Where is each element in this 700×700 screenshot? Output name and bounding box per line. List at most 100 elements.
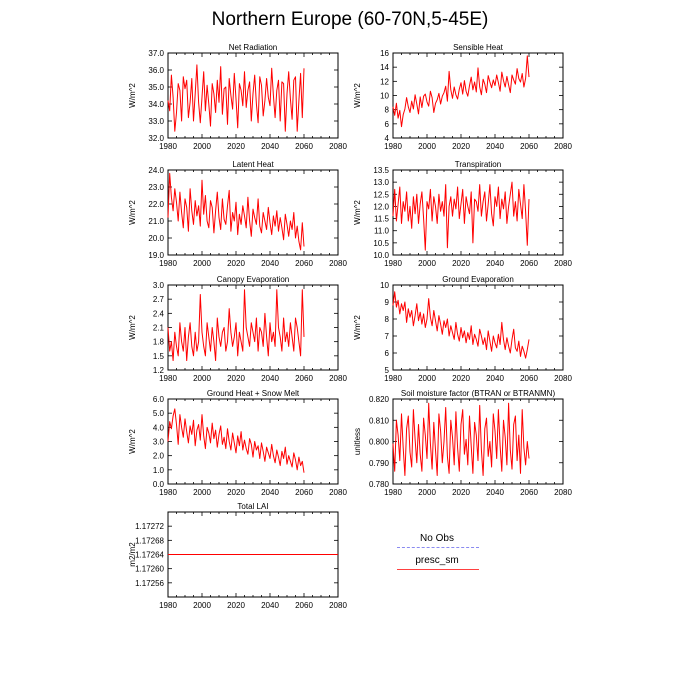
series-line (392, 55, 530, 128)
x-tick-label: 1980 (384, 374, 402, 383)
x-tick-label: 2000 (193, 488, 211, 497)
y-tick-label: 3.0 (153, 281, 165, 290)
panel-title: Canopy Evaporation (217, 275, 290, 284)
y-tick-label: 5.0 (153, 409, 165, 418)
plot-frame (167, 398, 339, 485)
y-axis-label: unitless (353, 428, 362, 455)
x-tick-label: 2000 (418, 142, 436, 151)
x-tick-label: 2020 (452, 488, 470, 497)
y-tick-label: 11.5 (374, 215, 390, 224)
x-tick-label: 2080 (554, 259, 572, 268)
x-tick-label: 2020 (227, 259, 245, 268)
x-tick-label: 2040 (486, 488, 504, 497)
chart-panel: Ground Evaporation W/m^2 1980 2000 2020 2040 2… (353, 275, 572, 383)
x-tick-label: 2060 (295, 488, 313, 497)
y-tick-label: 0.810 (369, 416, 390, 425)
plot-frame (392, 284, 564, 371)
y-tick-label: 1.17268 (135, 536, 164, 545)
y-tick-label: 6 (385, 349, 390, 358)
y-tick-label: 1.17256 (135, 579, 164, 588)
x-tick-label: 2060 (295, 142, 313, 151)
y-tick-label: 10 (380, 92, 389, 101)
y-tick-label: 19.0 (148, 251, 164, 260)
y-tick-label: 12.0 (373, 202, 389, 211)
x-tick-label: 2040 (261, 142, 279, 151)
x-tick-label: 2020 (452, 142, 470, 151)
y-axis-label: W/m^2 (128, 83, 137, 108)
y-tick-label: 10 (380, 281, 389, 290)
chart-panel: Soil moisture factor (BTRAN or BTRANMN) u… (353, 389, 572, 497)
y-tick-label: 8 (385, 315, 390, 324)
x-tick-label: 1980 (159, 601, 177, 610)
y-tick-label: 0.790 (369, 459, 390, 468)
y-tick-label: 14 (380, 63, 389, 72)
y-tick-label: 2.0 (153, 452, 165, 461)
legend-label: presc_sm (415, 555, 459, 566)
y-tick-label: 1.8 (153, 338, 165, 347)
x-tick-label: 2060 (520, 259, 538, 268)
series-line (167, 408, 305, 473)
x-tick-label: 2060 (295, 601, 313, 610)
x-tick-label: 2020 (227, 601, 245, 610)
x-tick-label: 2080 (329, 259, 347, 268)
plot-frame (392, 398, 564, 485)
x-tick-label: 2080 (329, 601, 347, 610)
x-tick-label: 2060 (295, 374, 313, 383)
legend-label: No Obs (420, 533, 454, 544)
x-tick-label: 2080 (329, 142, 347, 151)
y-axis-label: W/m^2 (353, 315, 362, 340)
x-tick-label: 1980 (159, 488, 177, 497)
x-tick-label: 2080 (554, 488, 572, 497)
x-tick-label: 2080 (329, 374, 347, 383)
panel-title: Transpiration (455, 160, 501, 169)
x-tick-label: 2060 (295, 259, 313, 268)
y-tick-label: 12.5 (373, 190, 389, 199)
x-tick-label: 2020 (452, 259, 470, 268)
x-tick-label: 2060 (520, 374, 538, 383)
y-tick-label: 1.17260 (135, 565, 164, 574)
x-tick-label: 2080 (554, 142, 572, 151)
y-tick-label: 35.0 (148, 83, 164, 92)
y-axis-label: W/m^2 (128, 429, 137, 454)
x-tick-label: 1980 (159, 142, 177, 151)
y-axis-label: W/m^2 (128, 315, 137, 340)
y-tick-label: 3.0 (153, 438, 165, 447)
y-tick-label: 12 (380, 77, 389, 86)
y-tick-label: 1.17272 (135, 522, 164, 531)
legend-swatch-dashed (397, 547, 479, 548)
x-tick-label: 2040 (261, 488, 279, 497)
y-tick-label: 37.0 (148, 49, 164, 58)
y-tick-label: 0.800 (369, 438, 390, 447)
plot-frame (167, 284, 339, 371)
plot-frame (392, 52, 564, 139)
series-line (392, 402, 530, 476)
y-tick-label: 23.0 (148, 183, 164, 192)
series-line (167, 172, 305, 251)
y-tick-label: 24.0 (148, 166, 164, 175)
x-tick-label: 1980 (384, 142, 402, 151)
y-tick-label: 4 (385, 134, 390, 143)
x-tick-label: 2060 (520, 488, 538, 497)
legend: No Obs presc_sm (392, 533, 482, 577)
y-tick-label: 1.17264 (135, 551, 164, 560)
legend-item-no-obs: No Obs (392, 533, 482, 555)
plot-frame (392, 169, 564, 256)
y-tick-label: 20.0 (148, 234, 164, 243)
x-tick-label: 2020 (227, 374, 245, 383)
y-tick-label: 1.2 (153, 366, 165, 375)
x-tick-label: 1980 (384, 259, 402, 268)
panel-title: Latent Heat (232, 160, 274, 169)
x-tick-label: 2040 (486, 374, 504, 383)
chart-panel: Net Radiation W/m^2 1980 2000 2020 2040 2060 20… (128, 43, 347, 151)
y-axis-label: W/m^2 (353, 200, 362, 225)
x-tick-label: 2000 (418, 374, 436, 383)
chart-panel: Sensible Heat W/m^2 1980 2000 2020 2040 2060 20… (353, 43, 572, 151)
x-tick-label: 2020 (452, 374, 470, 383)
series-line (167, 289, 305, 362)
x-tick-label: 2020 (227, 142, 245, 151)
panel-title: Soil moisture factor (BTRAN or BTRANMN) (401, 389, 556, 398)
x-tick-label: 2040 (261, 601, 279, 610)
y-tick-label: 8 (385, 106, 390, 115)
x-tick-label: 2060 (520, 142, 538, 151)
